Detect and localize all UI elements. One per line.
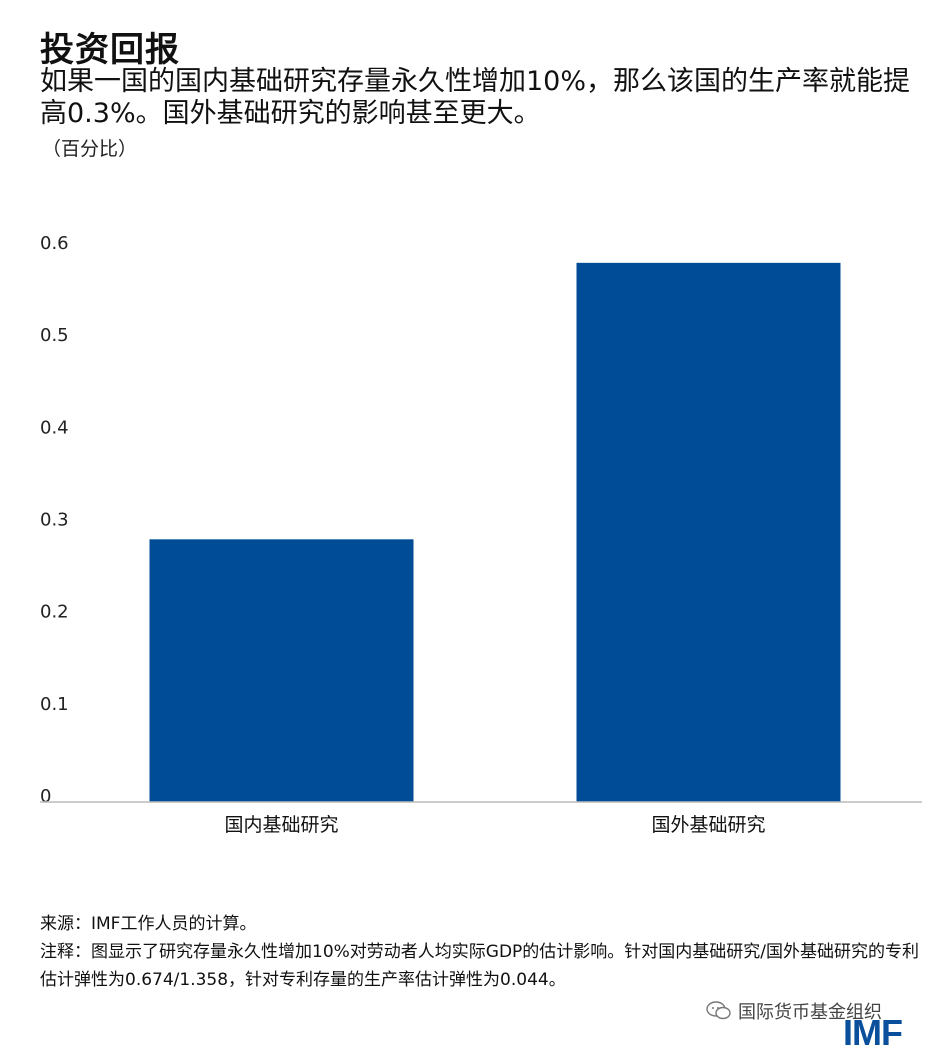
bar-chart: 0 0.1 0.2 0.3 0.4 0.5 0.6 国内基础研究 国外基础研究: [40, 233, 922, 836]
chart-notes: 来源：IMF工作人员的计算。 注释：图显示了研究存量永久性增加10%对劳动者人均…: [40, 910, 920, 994]
y-tick-label: 0: [40, 786, 51, 807]
unit-label: （百分比）: [42, 138, 138, 160]
y-tick-label: 0.2: [40, 602, 69, 623]
imf-logo: IMF: [843, 1012, 903, 1053]
y-tick-label: 0.6: [40, 233, 69, 254]
chart-title: 投资回报: [40, 30, 180, 70]
wechat-watermark: 国际货币基金组织: [706, 998, 882, 1024]
source-note: 来源：IMF工作人员的计算。: [40, 914, 257, 934]
y-tick-label: 0.1: [40, 694, 69, 715]
wechat-icon: [706, 1001, 731, 1020]
x-axis-ticks: 国内基础研究 国外基础研究: [224, 814, 765, 836]
y-axis-ticks: 0 0.1 0.2 0.3 0.4 0.5 0.6: [40, 233, 69, 807]
x-tick-label: 国内基础研究: [224, 814, 338, 836]
y-tick-label: 0.5: [40, 325, 69, 346]
chart-subtitle: 如果一国的国内基础研究存量永久性增加10%，那么该国的生产率就能提高0.3%。国…: [40, 66, 911, 129]
x-tick-label: 国外基础研究: [651, 814, 765, 836]
bar: [576, 262, 841, 802]
watermark-text: 国际货币基金组织: [738, 1002, 882, 1023]
y-tick-label: 0.3: [40, 510, 69, 531]
y-tick-label: 0.4: [40, 417, 69, 438]
bars: [149, 262, 841, 802]
bar: [149, 539, 414, 802]
explanatory-note: 注释：图显示了研究存量永久性增加10%对劳动者人均实际GDP的估计影响。针对国内…: [40, 942, 920, 990]
